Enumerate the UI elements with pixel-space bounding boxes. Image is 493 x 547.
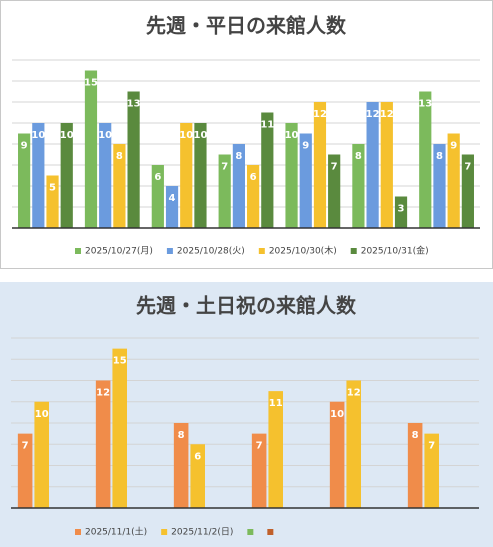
bar: [346, 380, 361, 508]
chart-frame: [0, 0, 493, 269]
bar: [461, 154, 474, 228]
bar: [46, 175, 59, 228]
bar-value-label: 8: [178, 430, 185, 441]
bar: [99, 123, 112, 228]
bar: [285, 123, 298, 228]
bar: [352, 144, 365, 228]
bar-value-label: 6: [250, 172, 257, 183]
bar-value-label: 7: [331, 162, 338, 173]
bar-value-label: 7: [221, 162, 228, 173]
bar: [127, 91, 140, 228]
bar-value-label: 11: [260, 120, 274, 131]
bar-value-label: 6: [194, 451, 201, 462]
legend-swatch: [166, 248, 173, 254]
chart-title: 先週・土日祝の来館人数: [136, 294, 357, 318]
bar: [18, 133, 31, 228]
bar: [313, 102, 327, 228]
legend-label: 2025/10/31(金): [361, 245, 429, 257]
bar-value-label: 13: [418, 99, 432, 110]
bar-value-label: 10: [60, 130, 74, 141]
legend-swatch: [75, 248, 81, 254]
bar: [328, 154, 341, 228]
legend-swatch: [267, 529, 274, 535]
bar-value-label: 12: [366, 109, 380, 120]
bar-value-label: 9: [450, 141, 457, 152]
bar: [17, 433, 33, 508]
bar: [261, 112, 274, 228]
bar-value-label: 12: [380, 109, 394, 120]
bar: [32, 123, 45, 228]
bar-value-label: 8: [235, 151, 242, 162]
bar-value-label: 10: [193, 130, 207, 141]
bar-value-label: 15: [84, 78, 98, 89]
legend-swatch: [75, 529, 81, 535]
bar-value-label: 10: [330, 409, 344, 420]
legend-label: 2025/11/1(土): [85, 526, 147, 538]
chart-title: 先週・平日の来館人数: [146, 14, 347, 38]
bar-value-label: 12: [347, 388, 361, 399]
bar: [194, 123, 207, 228]
bar-value-label: 10: [179, 130, 193, 141]
bar: [329, 401, 345, 508]
bar: [380, 102, 393, 228]
bar-value-label: 7: [256, 441, 263, 452]
bar-value-label: 6: [154, 172, 161, 183]
bar-value-label: 5: [49, 183, 56, 194]
legend-label: 2025/10/30(木): [269, 245, 337, 257]
bar-value-label: 12: [313, 109, 327, 120]
bar-value-label: 8: [436, 151, 443, 162]
bar: [218, 154, 231, 228]
bar-value-label: 10: [285, 130, 299, 141]
bar-value-label: 11: [269, 398, 283, 409]
bar: [247, 165, 260, 228]
legend-swatch: [350, 248, 357, 254]
bar-value-label: 3: [398, 204, 405, 215]
bar: [433, 144, 446, 228]
bar-value-label: 8: [355, 151, 362, 162]
bar-value-label: 7: [22, 441, 29, 452]
bar-value-label: 10: [98, 130, 112, 141]
bar: [190, 444, 205, 508]
bar: [268, 391, 283, 508]
bar-value-label: 8: [412, 430, 419, 441]
legend-swatch: [161, 529, 168, 535]
legend-swatch: [247, 529, 254, 535]
bar: [34, 401, 49, 508]
bar-value-label: 9: [21, 141, 28, 152]
bar: [424, 433, 439, 508]
legend-label: 2025/10/27(月): [85, 246, 153, 257]
bar-value-label: 9: [302, 141, 309, 152]
bar: [251, 433, 267, 508]
bar-value-label: 7: [428, 441, 435, 452]
bar-value-label: 13: [127, 99, 141, 110]
bar-value-label: 4: [169, 193, 176, 204]
bar: [299, 133, 312, 228]
bar: [407, 423, 423, 508]
legend-label: 2025/11/2(日): [171, 527, 233, 538]
bar: [84, 70, 98, 228]
legend-swatch: [258, 248, 265, 254]
bar: [180, 123, 193, 228]
bar: [394, 196, 408, 228]
bar: [151, 165, 164, 228]
legend-label: 2025/10/28(火): [177, 246, 245, 257]
bar: [173, 423, 189, 508]
bar: [447, 133, 460, 228]
bar-value-label: 7: [464, 162, 471, 173]
bar: [60, 123, 73, 228]
bar: [165, 186, 179, 228]
bar: [95, 380, 111, 508]
bar: [112, 348, 127, 508]
bar: [419, 91, 432, 228]
bar: [366, 102, 379, 228]
bar-value-label: 10: [31, 130, 45, 141]
bar: [232, 144, 245, 228]
bar-value-label: 8: [116, 151, 123, 162]
bar-value-label: 10: [35, 409, 49, 420]
bar-value-label: 12: [96, 388, 110, 399]
bar: [113, 144, 126, 228]
bar-value-label: 15: [113, 356, 127, 367]
